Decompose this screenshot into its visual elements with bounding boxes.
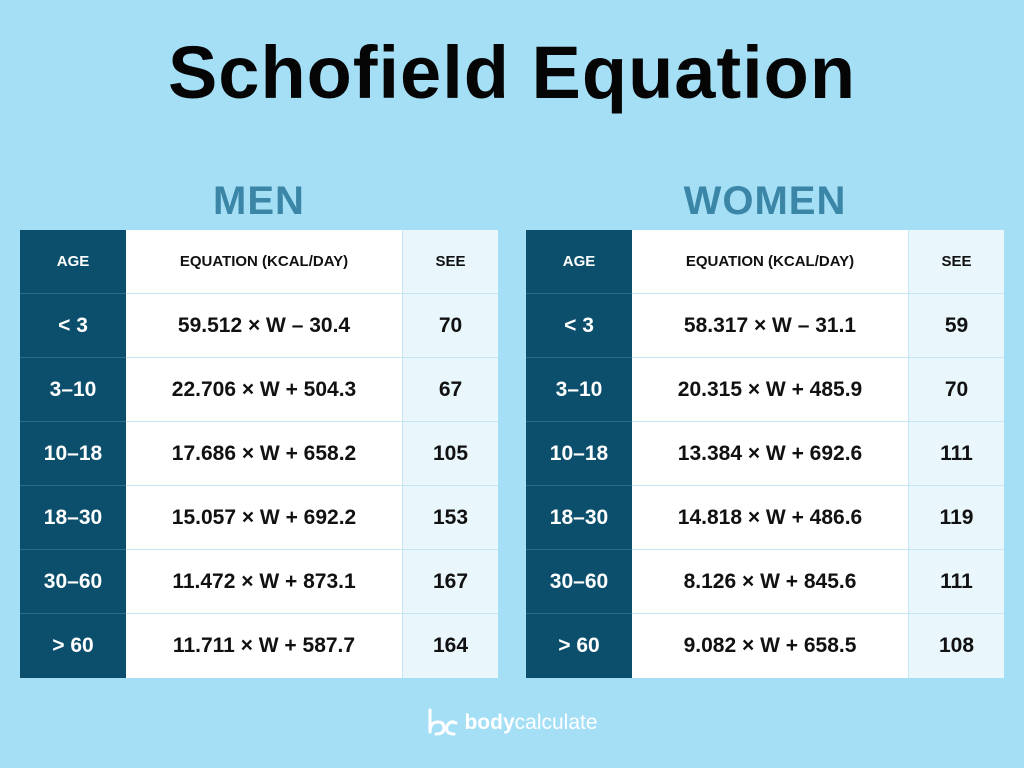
table-cell: 10–18 [526,422,632,486]
table-block: MEN AGE EQUATION (KCAL/DAY) SEE < 3 59.512 × … [20,172,498,678]
brand-part: calculate [514,711,598,734]
table-cell: 119 [909,486,1004,550]
table-cell: 22.706 × W + 504.3 [126,358,403,422]
table-cell: 70 [403,294,498,358]
table-cell: < 3 [526,294,632,358]
table-cell: 111 [909,550,1004,614]
table-cell: 14.818 × W + 486.6 [632,486,909,550]
table: AGE EQUATION (KCAL/DAY) SEE < 3 59.512 × W –… [20,230,498,678]
header-cell: AGE [20,230,126,294]
table-cell: 10–18 [20,422,126,486]
header-cell: SEE [403,230,498,294]
table-cell: 164 [403,614,498,678]
table-cell: 11.711 × W + 587.7 [126,614,403,678]
table-cell: 11.472 × W + 873.1 [126,550,403,614]
table-cell: 3–10 [20,358,126,422]
table-cell: > 60 [526,614,632,678]
table-cell: 3–10 [526,358,632,422]
table-cell: 67 [403,358,498,422]
header-cell: EQUATION (KCAL/DAY) [632,230,909,294]
table-cell: 18–30 [20,486,126,550]
table-cell: 18–30 [526,486,632,550]
table-heading: MEN [213,179,305,223]
header-cell: SEE [909,230,1004,294]
table-cell: > 60 [20,614,126,678]
table-cell: 20.315 × W + 485.9 [632,358,909,422]
table-cell: < 3 [20,294,126,358]
table-heading: WOMEN [683,179,847,223]
brand-part: body [464,711,515,734]
table-cell: 13.384 × W + 692.6 [632,422,909,486]
title: Schofield Equation [167,31,857,114]
table: AGE EQUATION (KCAL/DAY) SEE < 3 58.317 × W –… [526,230,1004,678]
table-cell: 153 [403,486,498,550]
header-cell: EQUATION (KCAL/DAY) [126,230,403,294]
brand-icon [428,708,458,736]
table-cell: 17.686 × W + 658.2 [126,422,403,486]
table-cell: 105 [403,422,498,486]
table-cell: 8.126 × W + 845.6 [632,550,909,614]
table-cell: 59.512 × W – 30.4 [126,294,403,358]
table-cell: 70 [909,358,1004,422]
brand-text: bodycalculate [464,711,597,735]
table-cell: 9.082 × W + 658.5 [632,614,909,678]
table-cell: 30–60 [20,550,126,614]
table-block: WOMEN AGE EQUATION (KCAL/DAY) SEE < 3 58.317 … [526,172,1004,678]
table-cell: 59 [909,294,1004,358]
header-cell: AGE [526,230,632,294]
table-cell: 167 [403,550,498,614]
table-cell: 111 [909,422,1004,486]
table-cell: 108 [909,614,1004,678]
table-cell: 30–60 [526,550,632,614]
table-cell: 15.057 × W + 692.2 [126,486,403,550]
table-cell: 58.317 × W – 31.1 [632,294,909,358]
brand: bodycalculate [0,708,1024,738]
